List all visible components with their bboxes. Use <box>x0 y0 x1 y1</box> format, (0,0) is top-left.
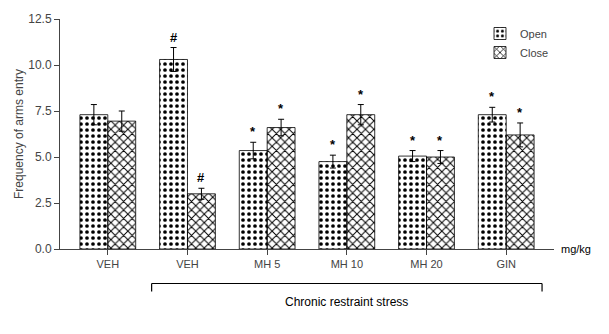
svg-text:2.5: 2.5 <box>35 196 52 210</box>
svg-text:*: * <box>517 105 523 120</box>
svg-text:Close: Close <box>520 47 548 59</box>
svg-text:10.0: 10.0 <box>28 58 52 72</box>
svg-text:*: * <box>489 89 495 104</box>
svg-text:MH 20: MH 20 <box>410 258 442 270</box>
svg-text:12.5: 12.5 <box>28 12 52 26</box>
svg-text:Frequency of arms entry: Frequency of arms entry <box>12 69 26 199</box>
svg-text:#: # <box>170 30 178 45</box>
svg-text:Chronic restraint stress: Chronic restraint stress <box>285 295 408 309</box>
svg-text:*: * <box>330 137 336 152</box>
svg-text:7.5: 7.5 <box>35 104 52 118</box>
svg-text:*: * <box>410 133 416 148</box>
svg-text:#: # <box>197 170 205 185</box>
svg-text:*: * <box>278 101 284 116</box>
svg-text:*: * <box>437 133 443 148</box>
svg-text:GIN: GIN <box>496 258 516 270</box>
svg-text:0.0: 0.0 <box>35 242 52 256</box>
svg-text:*: * <box>250 124 256 139</box>
svg-text:*: * <box>358 87 364 102</box>
svg-text:5.0: 5.0 <box>35 150 52 164</box>
svg-text:MH 10: MH 10 <box>331 258 363 270</box>
svg-text:VEH: VEH <box>176 258 199 270</box>
svg-text:VEH: VEH <box>96 258 119 270</box>
svg-text:MH 5: MH 5 <box>254 258 280 270</box>
svg-text:Open: Open <box>520 28 547 40</box>
svg-text:mg/kg: mg/kg <box>561 243 591 255</box>
